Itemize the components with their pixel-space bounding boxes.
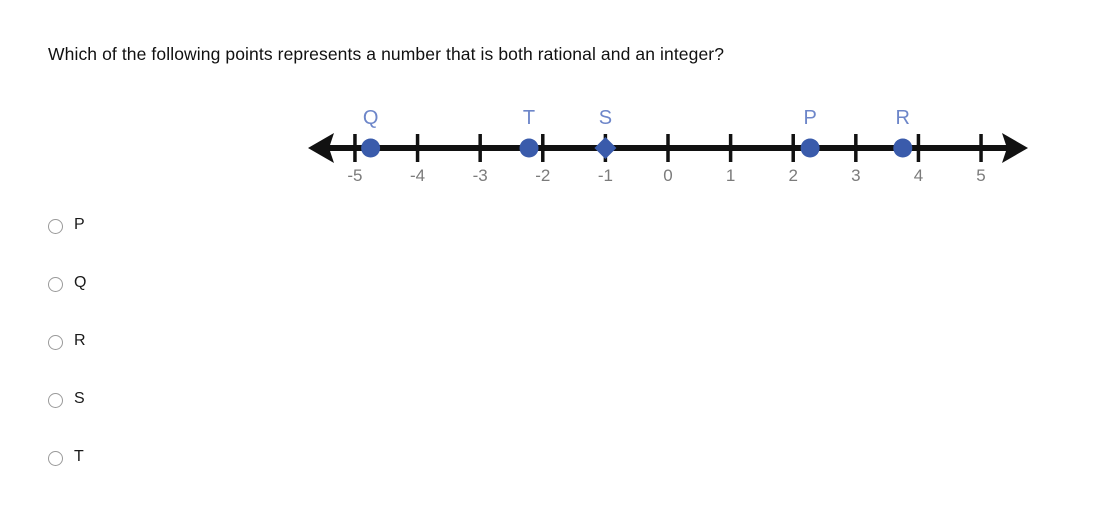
radio-button-icon[interactable]	[48, 277, 63, 292]
number-line-point[interactable]	[361, 138, 381, 158]
answer-option-label: R	[74, 332, 86, 349]
axis-tick-label: -1	[598, 166, 613, 185]
axis-tick-label: -2	[535, 166, 550, 185]
radio-button-icon[interactable]	[48, 451, 63, 466]
axis-tick-label: 0	[663, 166, 672, 185]
number-line-point-label: R	[896, 107, 910, 129]
arrow-left-icon	[308, 133, 334, 163]
axis-tick-label: -3	[473, 166, 488, 185]
number-line-svg: -5 -4 -3 -2 -1 0 1 2 3 4 5 Q T S P R	[308, 107, 1028, 185]
axis-tick-label: 4	[914, 166, 923, 185]
radio-button-icon[interactable]	[48, 335, 63, 350]
answer-option-label: P	[74, 216, 85, 233]
axis-tick-label: -5	[347, 166, 362, 185]
number-line-figure: -5 -4 -3 -2 -1 0 1 2 3 4 5 Q T S P R	[308, 100, 1028, 190]
answer-option-row[interactable]: Q	[48, 271, 308, 329]
radio-button-icon[interactable]	[48, 219, 63, 234]
number-line-point[interactable]	[800, 138, 820, 158]
radio-button-icon[interactable]	[48, 393, 63, 408]
axis-tick-label: 3	[851, 166, 860, 185]
answer-option-row[interactable]: S	[48, 387, 308, 445]
answer-options-list: P Q R S T	[48, 213, 308, 503]
number-line-point[interactable]	[519, 138, 539, 158]
axis-tick-label: 2	[788, 166, 797, 185]
number-line-point-label: Q	[363, 107, 379, 129]
number-line-point-label: T	[523, 107, 535, 129]
number-line-point[interactable]	[594, 137, 617, 159]
arrow-right-icon	[1002, 133, 1028, 163]
number-line-point-label: P	[803, 107, 816, 129]
answer-option-label: T	[74, 448, 84, 465]
axis-tick-label: -4	[410, 166, 425, 185]
number-line-point-label: S	[599, 107, 612, 129]
question-text: Which of the following points represents…	[48, 44, 725, 64]
answer-option-row[interactable]: P	[48, 213, 308, 271]
answer-option-label: S	[74, 390, 85, 407]
answer-option-label: Q	[74, 274, 87, 291]
answer-option-row[interactable]: T	[48, 445, 308, 503]
number-line-point[interactable]	[893, 138, 913, 158]
axis-tick-label: 5	[976, 166, 985, 185]
answer-option-row[interactable]: R	[48, 329, 308, 387]
axis-tick-label: 1	[726, 166, 735, 185]
